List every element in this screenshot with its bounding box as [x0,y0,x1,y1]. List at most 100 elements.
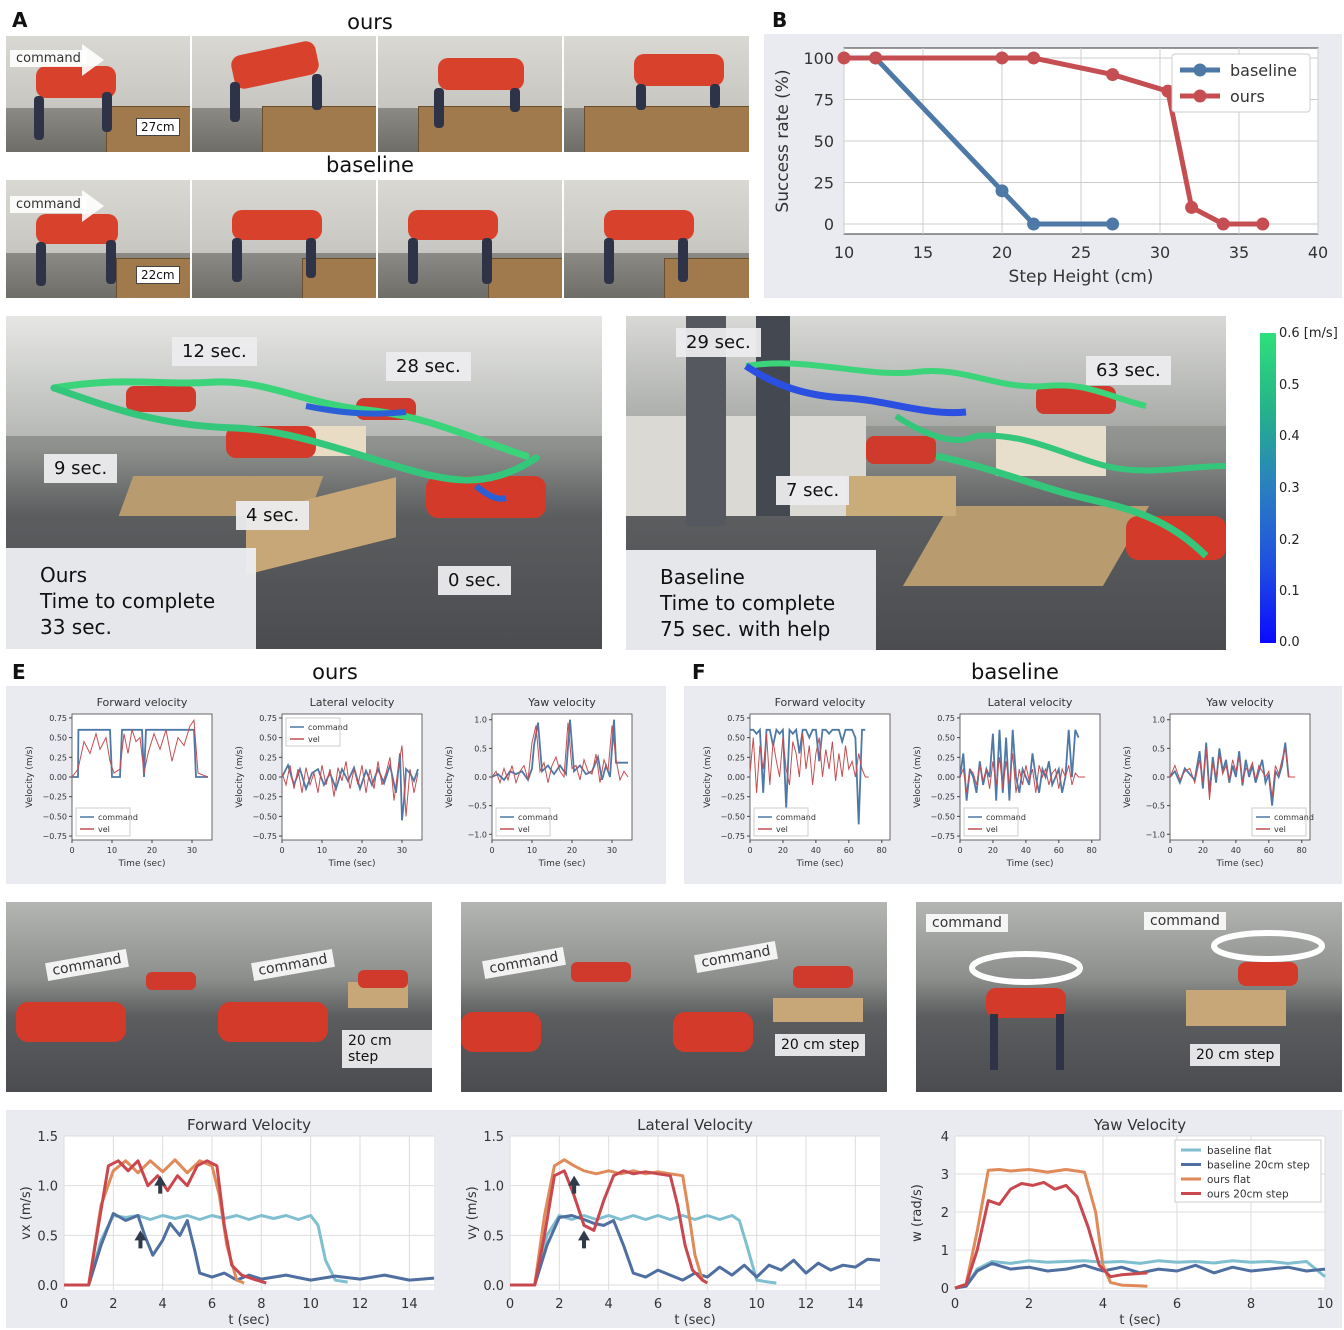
data-point [1106,68,1120,82]
photo-ours-3 [378,36,564,152]
legend-label: vel [308,735,320,744]
panel-letter-e: E [12,660,26,684]
x-tick-label: 0 [1167,846,1172,855]
x-tick-label: 0 [489,846,494,855]
x-tick-label: 10 [527,846,537,855]
colorbar-tick: 0.0 [1279,635,1300,650]
data-point [995,184,1009,198]
photo-baseline-1: command 22cm [6,180,192,298]
x-axis-label: Time (sec) [1215,859,1263,869]
x-axis-label: t (sec) [1119,1313,1160,1328]
data-point [1027,51,1041,65]
photo-ours-2 [192,36,378,152]
command-label: command [926,914,1008,932]
x-tick-label: 10 [748,1297,765,1312]
photo-forward-flat: command [6,902,218,1092]
caption-line: Ours [40,563,88,587]
panel-letter-a: A [12,8,28,32]
x-tick-label: 30 [1150,243,1170,262]
legend-label: vel [98,825,110,834]
x-tick-label: 14 [401,1297,418,1312]
data-point [1216,217,1230,231]
step-height-label: 27cm [136,118,180,136]
command-label: command [251,949,335,981]
x-tick-label: 2 [1025,1297,1033,1312]
data-point [1256,217,1270,231]
series-line-command [72,728,208,778]
x-tick-label: 80 [1087,846,1097,855]
series-line-command [1169,742,1290,806]
series-line-vel [281,745,419,817]
subplot-lateral-velocity: Lateral velocity 0 20 40 60 80 0.75 0.50 0.25 0.0… [913,696,1101,869]
panel-e-title: ours [312,660,358,684]
time-tag: 4 sec. [236,501,310,530]
y-tick-label: −0.25 [720,793,745,802]
subplot-yaw-velocity: 0 2 4 6 8 10 0 1 2 3 4 Yaw Velocity t (sec) w (rad/s)… [910,1116,1333,1328]
x-tick-label: 0 [957,846,962,855]
up-arrow-icon [578,1230,590,1249]
x-tick-label: 20 [988,846,998,855]
x-tick-label: 6 [1173,1297,1181,1312]
x-axis-label: Time (sec) [1005,859,1053,869]
series-line-vel [71,718,209,778]
y-tick-label: −0.75 [930,832,955,841]
series-line-ours-20cm-step [64,1159,267,1287]
subplot-title: Lateral Velocity [637,1116,753,1134]
y-tick-label: 0.0 [37,1279,58,1294]
series-line-ours-flat [954,1168,1148,1290]
legend-label: vel [986,825,998,834]
legend-label: command [308,723,348,732]
y-tick-label: 0.75 [259,714,277,723]
photo-lateral-step: command 20 cm step [673,902,887,1092]
y-tick-label: −1.0 [468,830,487,839]
y-tick-label: 0.50 [727,734,745,743]
y-tick-label: 0 [941,1282,949,1297]
y-tick-label: −0.75 [252,832,277,841]
series-line-baseline-flat [510,1214,777,1287]
panel-a-title-ours: ours [347,10,393,34]
y-axis-label: Velocity (m/s) [235,746,245,808]
caption-line: 33 sec. [40,615,112,639]
subplot-title: Yaw Velocity [1093,1116,1186,1134]
series-line-vel [1169,748,1296,800]
y-axis-label: Velocity (m/s) [703,746,713,808]
series-line-ours-20cm-step [510,1169,709,1287]
trajectory-baseline [744,360,1226,559]
x-tick-label: 20 [567,846,577,855]
y-tick-label: 0.50 [49,734,67,743]
colorbar-tick: 0.3 [1279,481,1300,496]
y-axis-label: Velocity (m/s) [1123,746,1133,808]
y-tick-label: 0.00 [727,773,745,782]
y-tick-label: 1.0 [483,1180,504,1195]
photo-baseline-4 [564,180,751,298]
y-tick-label: 100 [803,49,834,68]
caption-line: Baseline [660,565,745,589]
x-tick-label: 30 [187,846,197,855]
y-tick-label: 0.5 [1152,744,1165,753]
legend-box [285,717,341,747]
y-tick-label: 0.25 [937,753,955,762]
legend: baseline flat baseline 20cm step ours flat… [1174,1139,1322,1203]
command-label: command [10,196,87,213]
x-tick-label: 0 [506,1297,514,1312]
colorbar-unit-label: 0.6 [m/s] [1279,326,1338,341]
up-arrow-icon [154,1175,167,1194]
x-tick-label: 20 [992,243,1012,262]
y-tick-label: 1.0 [1152,716,1165,725]
subplot-title: Forward velocity [775,696,866,709]
legend-box [495,807,551,837]
caption-box-baseline: Baseline Time to complete 75 sec. with h… [626,550,876,650]
command-label: command [694,941,778,973]
x-tick-label: 30 [607,846,617,855]
x-tick-label: 4 [159,1297,167,1312]
photo-yaw-step: command 20 cm step [1128,902,1342,1092]
x-tick-label: 14 [847,1297,864,1312]
series-line-ours-flat [510,1158,709,1287]
success-rate-chart: 10 15 20 25 30 35 40 0 25 50 75 100 Step Height (cm)… [773,47,1328,287]
legend-box [963,807,1019,837]
photo-ours-1: command 27cm [6,36,192,152]
x-tick-label: 2 [109,1297,117,1312]
x-axis-label: Time (sec) [117,859,165,869]
x-tick-label: 10 [1317,1297,1334,1312]
y-tick-label: −0.25 [930,793,955,802]
